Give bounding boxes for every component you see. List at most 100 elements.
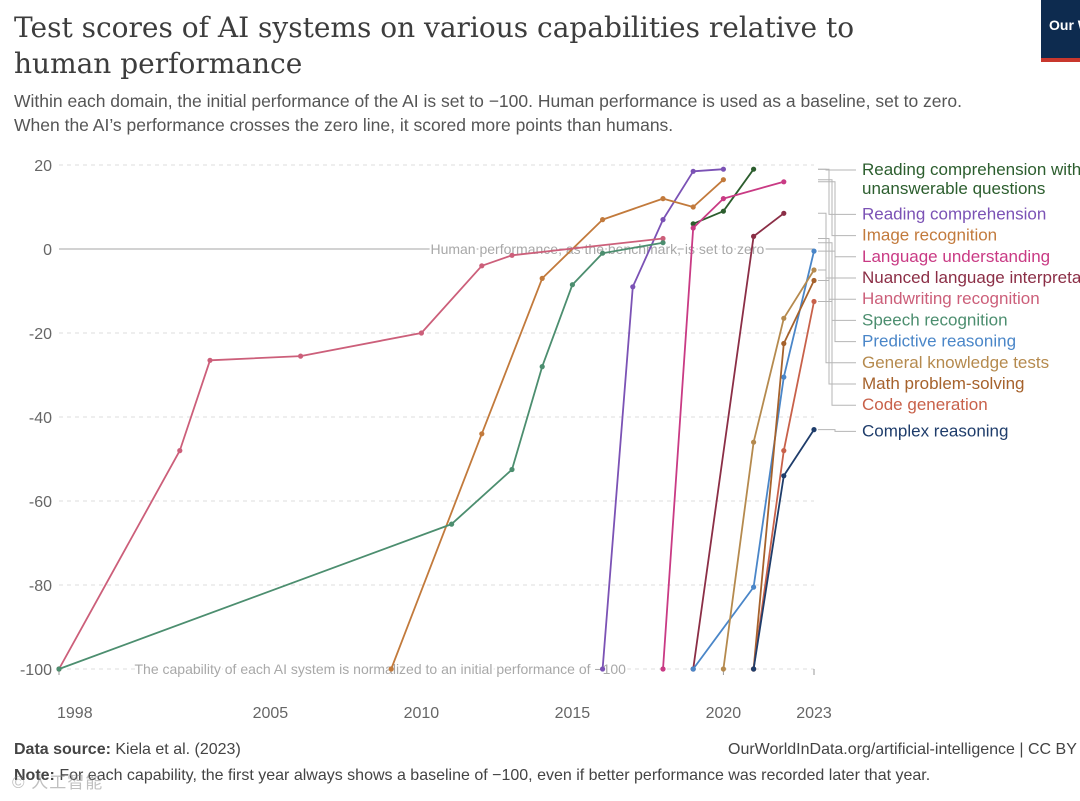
legend-connector xyxy=(818,168,856,215)
data-point xyxy=(600,217,606,223)
data-point xyxy=(781,179,787,185)
data-source-value[interactable]: Kiela et al. (2023) xyxy=(115,741,241,758)
data-point xyxy=(509,466,515,473)
data-source: Data source: Kiela et al. (2023) xyxy=(14,741,241,759)
y-tick-label: -40 xyxy=(29,410,52,427)
x-tick-label: 2020 xyxy=(706,705,742,722)
data-point xyxy=(177,448,183,454)
data-point xyxy=(781,473,787,479)
legend-connector xyxy=(818,269,856,364)
series-line xyxy=(722,269,815,670)
data-point xyxy=(781,210,787,216)
series-line xyxy=(752,429,815,670)
legend-label: Speech recognition xyxy=(862,310,1008,329)
data-point xyxy=(600,250,606,256)
data-point xyxy=(479,431,485,437)
data-point xyxy=(811,277,817,284)
legend-connector xyxy=(818,242,856,321)
data-point xyxy=(690,221,696,227)
data-point xyxy=(56,666,62,672)
series-line xyxy=(58,241,664,670)
legend-label: Math problem-solving xyxy=(862,374,1025,393)
chart-annotation: Human performance, as the benchmark, is … xyxy=(430,241,764,257)
data-point xyxy=(811,267,817,273)
chart-title: Test scores of AI systems on various cap… xyxy=(14,11,855,80)
legend-label: unanswerable questions xyxy=(862,179,1045,198)
data-point xyxy=(751,666,757,672)
data-point xyxy=(449,521,455,527)
legend-connector xyxy=(818,280,856,385)
legend-connector xyxy=(818,429,856,432)
data-point xyxy=(418,330,424,336)
source-url[interactable]: OurWorldInData.org/artificial-intelligen… xyxy=(728,741,1077,758)
data-point xyxy=(630,284,636,290)
legend-label: Language understanding xyxy=(862,247,1050,266)
data-point xyxy=(720,166,727,172)
x-tick-label: 2010 xyxy=(404,705,440,722)
data-point xyxy=(781,374,787,380)
x-tick-label: 2005 xyxy=(253,705,289,722)
note-text: For each capability, the first year alwa… xyxy=(59,767,931,784)
x-tick-label: 2015 xyxy=(555,705,591,722)
data-point xyxy=(569,282,576,288)
data-point xyxy=(781,315,787,321)
series-line xyxy=(58,237,664,670)
data-point xyxy=(660,240,666,246)
x-tick-label: 1998 xyxy=(57,705,93,722)
data-point xyxy=(751,233,757,239)
legend-connector xyxy=(818,212,856,279)
y-tick-label: -80 xyxy=(29,578,52,595)
data-point xyxy=(207,357,213,363)
data-point xyxy=(781,340,787,347)
legend-label: Image recognition xyxy=(862,226,997,245)
legend-connector xyxy=(818,250,856,343)
x-tick-label: 2023 xyxy=(796,705,832,722)
data-point xyxy=(751,584,757,590)
data-point xyxy=(751,439,757,445)
y-tick-label: -20 xyxy=(29,326,52,343)
series-line xyxy=(662,180,785,670)
series-line xyxy=(692,212,785,670)
data-point xyxy=(600,666,606,672)
data-point xyxy=(720,208,727,214)
data-point xyxy=(298,353,304,359)
legend-connector xyxy=(818,181,856,258)
data-point xyxy=(720,666,727,672)
data-point xyxy=(811,427,817,433)
legend-connector xyxy=(818,301,856,406)
chart-annotation: The capability of each AI system is norm… xyxy=(135,661,627,677)
watermark: © 人工智能 xyxy=(12,773,104,792)
y-tick-label: 0 xyxy=(43,242,52,259)
data-point xyxy=(690,666,696,672)
data-point xyxy=(811,298,817,305)
y-tick-label: -60 xyxy=(29,494,52,511)
y-tick-label: -100 xyxy=(20,662,52,679)
chart-note: Note: For each capability, the first yea… xyxy=(14,767,930,785)
data-point xyxy=(479,263,485,269)
series-line xyxy=(692,250,815,670)
owid-logo[interactable]: Our World in Data xyxy=(1041,0,1080,62)
data-point xyxy=(660,217,666,223)
data-point xyxy=(660,235,666,242)
subtitle-line-1: Within each domain, the initial performa… xyxy=(14,91,962,111)
chart-subtitle: Within each domain, the initial performa… xyxy=(14,89,1080,137)
data-point xyxy=(811,248,817,254)
legend-label: Reading comprehension with xyxy=(862,160,1080,179)
data-point xyxy=(690,168,696,174)
subtitle-line-2: When the AI’s performance crosses the ze… xyxy=(14,115,674,135)
data-point xyxy=(690,225,696,231)
legend-label: Predictive reasoning xyxy=(862,332,1016,351)
legend-label: Code generation xyxy=(862,395,988,414)
y-tick-label: 20 xyxy=(34,158,52,175)
legend-label: Reading comprehension xyxy=(862,204,1046,223)
legend-label: Complex reasoning xyxy=(862,421,1008,440)
data-point xyxy=(509,252,515,258)
data-point xyxy=(751,166,757,172)
data-point xyxy=(720,177,727,183)
legend-connector xyxy=(818,238,856,300)
data-point xyxy=(539,275,545,281)
legend-label: Nuanced language interpretation xyxy=(862,268,1080,287)
data-point xyxy=(388,666,394,672)
data-point xyxy=(781,448,787,454)
